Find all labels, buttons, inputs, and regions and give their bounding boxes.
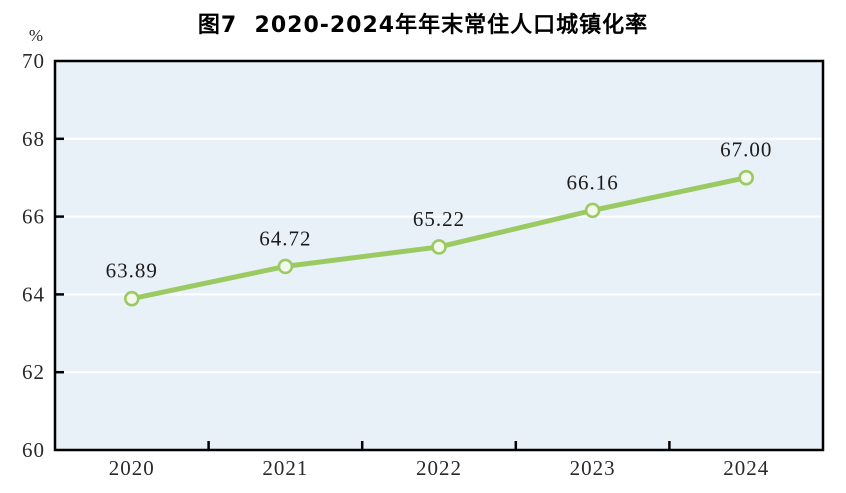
data-point-label: 67.00 — [720, 138, 772, 162]
plot-border — [53, 59, 825, 452]
y-axis-label: 68 — [22, 127, 45, 151]
data-point-label: 66.16 — [566, 170, 618, 194]
y-axis-label: 62 — [22, 360, 45, 384]
y-axis-label: 60 — [22, 438, 45, 462]
plot-background — [55, 61, 823, 450]
y-axis-label: 64 — [22, 282, 45, 306]
x-axis-label: 2024 — [723, 456, 769, 480]
data-point-label: 65.22 — [413, 207, 465, 231]
x-axis-label: 2020 — [109, 456, 155, 480]
x-axis-label: 2021 — [262, 456, 308, 480]
data-point-marker — [124, 290, 140, 307]
data-point-label: 63.89 — [106, 259, 158, 283]
data-point-marker — [431, 239, 447, 255]
y-axis-label: 66 — [22, 205, 45, 229]
data-point-marker — [584, 202, 601, 219]
chart-title: 图7 2020-2024年年末常住人口城镇化率 — [197, 13, 649, 38]
y-axis-label: 70 — [22, 49, 45, 73]
data-point-label: 64.72 — [259, 226, 311, 250]
x-axis-label: 2022 — [416, 456, 462, 480]
x-axis-label: 2023 — [570, 456, 616, 480]
data-point-marker — [277, 258, 294, 275]
y-axis-unit-label: % — [28, 26, 44, 45]
data-point-marker — [738, 169, 755, 186]
